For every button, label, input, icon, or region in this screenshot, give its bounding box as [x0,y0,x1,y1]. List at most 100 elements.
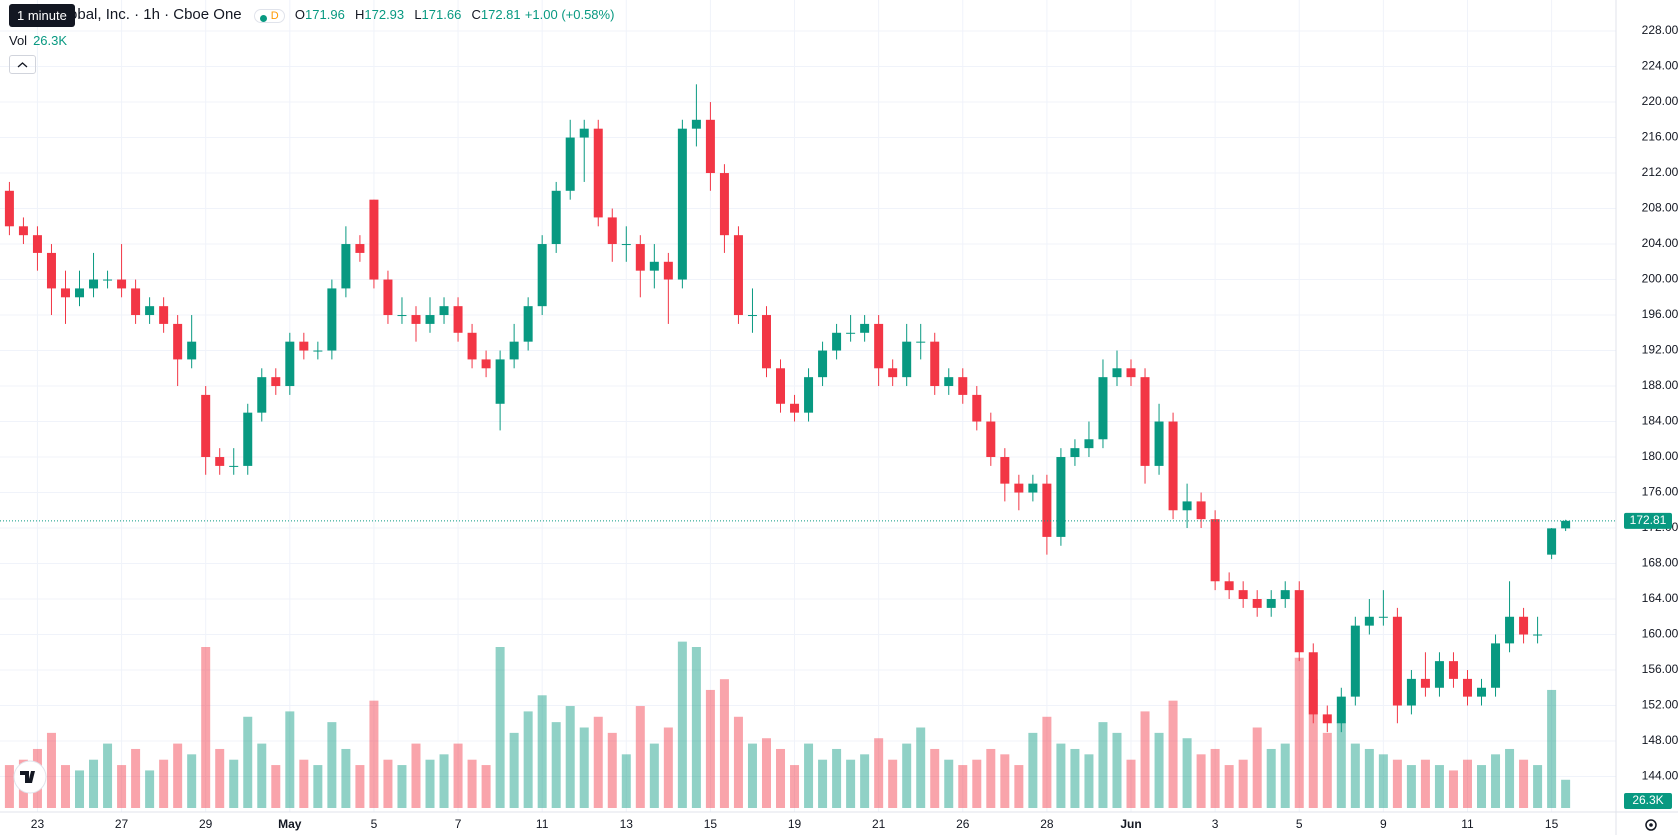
x-tick-label: 27 [115,817,129,831]
y-tick-label: 180.00 [1642,449,1678,463]
candle-body [1505,616,1515,644]
candle-body [860,323,870,333]
volume-bar [341,748,351,808]
candle-body [621,244,631,246]
volume-bar [383,759,393,808]
y-tick-label: 224.00 [1642,59,1678,73]
volume-bar [509,732,519,808]
candle-body [1252,599,1262,608]
candle-body [1182,501,1192,511]
status-badge: D [253,9,285,23]
x-tick-label: May [278,817,302,831]
candle-body [481,359,491,369]
candle-body [425,315,435,324]
volume-bar [1154,732,1164,808]
volume-bar [1434,765,1444,808]
volume-bar [355,765,365,808]
volume-bar [215,748,225,808]
volume-bar [46,732,56,808]
y-tick-label: 212.00 [1642,165,1678,179]
candle-body [1561,520,1571,529]
volume-bar [972,759,982,808]
volume-bar [1182,738,1192,808]
volume-bar [1392,759,1402,808]
volume-bar [1378,754,1388,808]
volume-bar [1168,700,1178,808]
candle-body [1042,483,1052,537]
candle-body [1294,590,1304,653]
volume-key: Vol [9,33,28,48]
candle-body [1028,483,1038,493]
volume-bar [1070,748,1080,808]
candle-body [916,341,926,343]
volume-bar [257,743,267,808]
collapse-button[interactable] [9,55,36,74]
candle-body [537,244,547,307]
volume-bar [1477,765,1487,808]
candle-body [719,173,729,236]
volume-bar [89,759,99,808]
volume-tag [1624,793,1672,809]
x-tick-label: 15 [1545,817,1559,831]
candle-body [944,377,954,387]
volume-bar [1000,754,1010,808]
y-tick-label: 216.00 [1642,130,1678,144]
volume-bar [635,706,645,808]
volume-bar [1098,722,1108,808]
y-tick-label: 184.00 [1642,414,1678,428]
volume-bar [397,765,407,808]
volume-bar [719,679,729,808]
candle-body [495,359,505,404]
volume-bar [1364,748,1374,808]
candle-body [677,128,687,280]
y-tick-label: 156.00 [1642,662,1678,676]
candle-body [1462,678,1472,697]
volume-bar [790,765,800,808]
candle-body [986,421,996,458]
y-tick-label: 148.00 [1642,733,1678,747]
candle-body [1070,448,1080,458]
volume-bar [1350,743,1360,808]
y-tick-label: 160.00 [1642,627,1678,641]
candle-body [341,244,351,289]
volume-bar [1519,759,1529,808]
settings-icon[interactable] [1645,819,1657,831]
open-value: 171.96 [305,7,345,22]
x-tick-label: 3 [1212,817,1219,831]
volume-tag-label: 26.3K [1632,793,1663,807]
candle-body [1322,714,1332,724]
volume-bar [1056,743,1066,808]
candle-body [593,128,603,218]
candle-body [1056,457,1066,537]
candle-body [902,341,912,378]
candle-body [523,306,533,342]
candle-body [313,350,323,352]
open-key: O [294,7,306,22]
volume-bar [173,743,183,808]
volume-bar [229,759,239,808]
candle-body [1519,616,1529,635]
volume-bar [1462,759,1472,808]
volume-bar [131,748,141,808]
volume-bar [818,759,828,808]
volume-bar [369,700,379,808]
volume-bar [677,641,687,808]
y-tick-label: 220.00 [1642,94,1678,108]
candle-body [1434,661,1444,688]
low-value: 171.66 [421,7,462,22]
candle-body [271,377,281,387]
tv-logo [13,760,47,794]
y-tick-label: 176.00 [1642,485,1678,499]
last-price-label: 172.81 [1630,513,1667,527]
volume-bar [1126,759,1136,808]
candle-body [1210,519,1220,582]
low-key: L [414,7,422,22]
candle-body [551,190,561,245]
candle-body [804,377,814,413]
x-tick-label: 13 [620,817,634,831]
candle-body [1350,625,1360,697]
volume-bar [1028,732,1038,808]
y-tick-label: 188.00 [1642,378,1678,392]
candle-body [1084,439,1094,449]
volume-bar [467,759,477,808]
